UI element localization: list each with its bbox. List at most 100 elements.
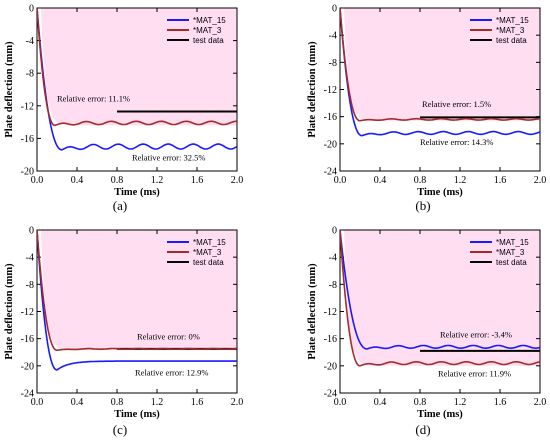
shaded-envelope (37, 8, 237, 126)
y-tick-label: -4 (329, 31, 337, 42)
legend-label: *MAT_15 (193, 16, 226, 25)
x-tick-label: 0.8 (414, 175, 427, 186)
y-tick-label: -16 (21, 134, 34, 145)
x-tick-label: 1.2 (454, 397, 467, 408)
y-tick-label: 0 (332, 226, 337, 237)
x-tick-label: 0.0 (31, 397, 44, 408)
chart-panel-4: 0.0 0.4 0.8 1.2 1.6 2.0 0 -4 -8 -12 -16 -20 -24 Time … (307, 226, 546, 438)
x-tick-label: 2.0 (231, 397, 244, 408)
x-tick-label: 0.0 (334, 397, 347, 408)
x-tick-label: 0.8 (414, 397, 427, 408)
y-tick-label: -24 (324, 389, 337, 400)
y-tick-label: -20 (324, 139, 337, 150)
y-tick-label: 0 (29, 226, 34, 237)
x-tick-label: 2.0 (534, 175, 547, 186)
y-axis-label: Plate deflection (mm) (307, 263, 318, 360)
y-tick-label: -24 (21, 389, 34, 400)
series-mat3 (340, 230, 540, 367)
chart-panel-2: 0.0 0.4 0.8 1.2 1.6 2.0 0 -4 -8 -12 -16 -20 -24 Time … (307, 4, 546, 214)
series-mat15 (340, 8, 540, 137)
y-axis-label: Plate deflection (mm) (4, 263, 15, 360)
relative-error-annotation: Relative error: 1.5% (422, 99, 491, 109)
legend-label: *MAT_3 (496, 248, 525, 257)
series-mat15 (37, 230, 237, 371)
y-tick-label: 0 (29, 4, 34, 15)
x-tick-label: 0.4 (71, 397, 84, 408)
y-tick-label: -16 (324, 112, 337, 123)
panel-label: (d) (415, 422, 430, 437)
shaded-envelope (340, 230, 540, 366)
relative-error-annotation: Relative error: 0% (137, 331, 200, 341)
legend-label: *MAT_3 (496, 26, 525, 35)
y-axis-label: Plate deflection (mm) (307, 41, 318, 138)
x-tick-label: 0.8 (111, 397, 124, 408)
legend-label: test data (496, 36, 527, 45)
x-tick-label: 0.4 (374, 397, 387, 408)
y-tick-label: -4 (26, 36, 34, 47)
x-axis-label: Time (ms) (417, 409, 463, 420)
y-tick-label: -8 (329, 58, 337, 69)
x-tick-label: 1.2 (151, 397, 164, 408)
x-tick-label: 1.6 (494, 397, 507, 408)
legend-label: *MAT_15 (193, 238, 226, 247)
legend-label: *MAT_3 (193, 26, 222, 35)
y-tick-label: 0 (332, 4, 337, 15)
y-tick-label: -8 (26, 69, 34, 80)
legend-label: test data (193, 36, 224, 45)
y-tick-label: -16 (324, 334, 337, 345)
x-tick-label: 1.2 (454, 175, 467, 186)
series-mat3 (340, 8, 540, 122)
shaded-envelope (340, 8, 540, 121)
series-mat3 (37, 8, 237, 127)
x-tick-label: 2.0 (534, 397, 547, 408)
chart-panel-1: 0.0 0.4 0.8 1.2 1.6 2.0 0 -4 -8 -12 -16 -20 Time (ms… (4, 4, 243, 214)
x-tick-label: 0.8 (111, 175, 124, 186)
x-tick-label: 0.4 (374, 175, 387, 186)
panel-label: (b) (415, 198, 430, 213)
x-tick-label: 1.6 (191, 175, 204, 186)
series-mat3 (37, 230, 237, 352)
relative-error-annotation: Relative error: 11.1% (57, 94, 130, 104)
relative-error-annotation: Relative error: 14.3% (420, 137, 493, 147)
y-tick-label: -8 (329, 280, 337, 291)
legend-label: test data (496, 258, 527, 267)
panel-label: (a) (113, 198, 127, 213)
y-tick-label: -20 (324, 361, 337, 372)
y-tick-label: -12 (324, 307, 337, 318)
x-tick-label: 2.0 (231, 175, 244, 186)
legend-label: *MAT_15 (496, 16, 529, 25)
y-tick-label: -20 (21, 167, 34, 178)
chart-panel-3: 0.0 0.4 0.8 1.2 1.6 2.0 0 -4 -8 -12 -16 -20 -24 Time … (4, 226, 243, 438)
x-tick-label: 1.2 (151, 175, 164, 186)
legend-label: *MAT_15 (496, 238, 529, 247)
x-tick-label: 1.6 (191, 397, 204, 408)
x-tick-label: 0.4 (71, 175, 84, 186)
y-tick-label: -12 (324, 85, 337, 96)
x-tick-label: 1.6 (494, 175, 507, 186)
x-tick-label: 0.0 (31, 175, 44, 186)
relative-error-annotation: Relative error: 12.9% (135, 367, 208, 377)
y-tick-label: -24 (324, 167, 337, 178)
plot-frame (36, 7, 238, 172)
x-axis-label: Time (ms) (114, 409, 160, 420)
x-axis-label: Time (ms) (417, 187, 463, 198)
y-axis-label: Plate deflection (mm) (4, 41, 15, 138)
x-axis-label: Time (ms) (114, 187, 160, 198)
series-mat15 (37, 8, 237, 151)
y-tick-label: -4 (26, 253, 34, 264)
y-tick-label: -20 (21, 361, 34, 372)
legend-label: *MAT_3 (193, 248, 222, 257)
y-tick-label: -16 (21, 334, 34, 345)
x-tick-label: 0.0 (334, 175, 347, 186)
panel-label: (c) (113, 422, 127, 437)
shaded-envelope (37, 230, 237, 351)
relative-error-annotation: Relative error: -3.4% (440, 329, 512, 339)
legend-label: test data (193, 258, 224, 267)
series-mat15 (340, 230, 540, 350)
y-tick-label: -8 (26, 280, 34, 291)
y-tick-label: -4 (329, 253, 337, 264)
relative-error-annotation: Relative error: 11.9% (438, 369, 511, 379)
relative-error-annotation: Relative error: 32.5% (132, 152, 205, 162)
y-tick-label: -12 (21, 307, 34, 318)
